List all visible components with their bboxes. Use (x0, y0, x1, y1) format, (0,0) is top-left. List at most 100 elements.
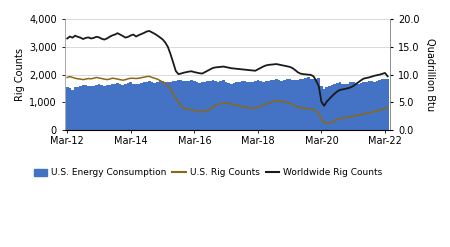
Bar (331, 85, 333, 130)
Bar (164, 82, 166, 130)
Bar (222, 80, 225, 130)
Bar (145, 82, 148, 130)
Bar (158, 81, 161, 130)
Bar (283, 80, 286, 130)
Bar (288, 79, 291, 130)
Bar (225, 82, 227, 130)
Bar (175, 81, 177, 130)
Bar (254, 81, 256, 130)
Bar (130, 82, 132, 130)
Bar (172, 81, 175, 130)
Bar (333, 83, 336, 130)
Bar (312, 79, 315, 130)
Bar (299, 79, 302, 130)
Bar (190, 80, 193, 130)
Bar (336, 83, 339, 130)
Bar (122, 85, 124, 130)
Bar (100, 85, 103, 130)
Bar (85, 85, 87, 130)
Bar (113, 83, 116, 130)
Bar (349, 82, 352, 130)
Bar (206, 81, 209, 130)
Bar (108, 85, 111, 130)
Bar (328, 86, 331, 130)
Bar (193, 81, 196, 130)
Bar (360, 83, 363, 130)
Bar (98, 84, 100, 130)
Bar (243, 81, 246, 130)
Y-axis label: Rig Counts: Rig Counts (15, 48, 25, 101)
Bar (339, 82, 341, 130)
Bar (127, 83, 130, 130)
Bar (79, 86, 82, 130)
Bar (387, 79, 389, 130)
Bar (143, 82, 145, 130)
Bar (92, 86, 95, 130)
Bar (95, 85, 98, 130)
Bar (220, 81, 222, 130)
Bar (363, 82, 365, 130)
Bar (66, 87, 68, 130)
Bar (217, 82, 220, 130)
Y-axis label: Quadrillion Btu: Quadrillion Btu (425, 38, 435, 111)
Bar (135, 84, 137, 130)
Bar (357, 83, 360, 130)
Bar (119, 84, 122, 130)
Bar (180, 80, 182, 130)
Bar (166, 82, 169, 130)
Bar (137, 83, 140, 130)
Bar (278, 80, 280, 130)
Bar (294, 80, 296, 130)
Bar (256, 80, 259, 130)
Bar (233, 83, 235, 130)
Bar (262, 82, 265, 130)
Bar (275, 79, 278, 130)
Bar (318, 78, 320, 130)
Bar (156, 82, 158, 130)
Bar (286, 79, 288, 130)
Bar (90, 86, 92, 130)
Bar (355, 83, 357, 130)
Bar (272, 80, 275, 130)
Bar (124, 84, 127, 130)
Bar (315, 79, 318, 130)
Bar (246, 82, 248, 130)
Bar (198, 83, 201, 130)
Bar (259, 81, 262, 130)
Bar (177, 80, 180, 130)
Bar (267, 81, 270, 130)
Bar (227, 83, 230, 130)
Bar (265, 81, 267, 130)
Bar (307, 77, 310, 130)
Bar (132, 83, 135, 130)
Bar (381, 79, 384, 130)
Bar (169, 82, 172, 130)
Bar (291, 80, 294, 130)
Bar (238, 82, 241, 130)
Bar (201, 82, 203, 130)
Bar (368, 81, 370, 130)
Bar (71, 90, 74, 130)
Bar (212, 80, 214, 130)
Bar (203, 82, 206, 130)
Bar (373, 82, 376, 130)
Bar (323, 88, 325, 130)
Bar (370, 81, 373, 130)
Bar (68, 88, 71, 130)
Bar (76, 87, 79, 130)
Bar (325, 87, 328, 130)
Bar (251, 82, 254, 130)
Bar (116, 83, 119, 130)
Bar (214, 81, 217, 130)
Bar (376, 81, 378, 130)
Legend: U.S. Energy Consumption, U.S. Rig Counts, Worldwide Rig Counts: U.S. Energy Consumption, U.S. Rig Counts… (30, 165, 386, 181)
Bar (304, 78, 307, 130)
Bar (241, 81, 243, 130)
Bar (111, 84, 113, 130)
Bar (87, 86, 90, 130)
Bar (182, 81, 185, 130)
Bar (106, 85, 108, 130)
Bar (230, 83, 233, 130)
Bar (196, 82, 198, 130)
Bar (140, 83, 143, 130)
